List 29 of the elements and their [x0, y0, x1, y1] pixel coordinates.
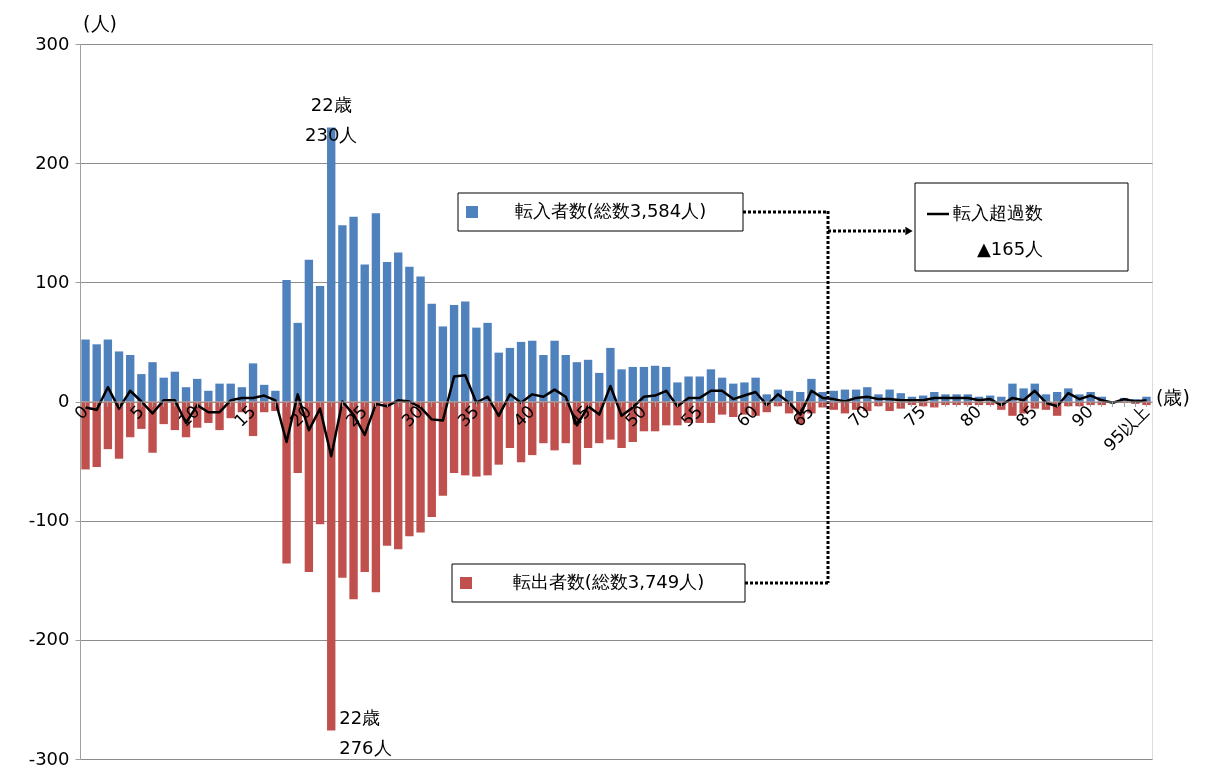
x-tick-label: 90 — [1067, 401, 1097, 431]
x-tick-label: 0 — [70, 401, 92, 424]
x-tick-label: 25 — [341, 401, 372, 431]
legend-label: 転入者数(総数3,584人) — [514, 200, 707, 221]
x-tick-label: 35 — [453, 401, 483, 431]
x-tick-label: 50 — [620, 401, 651, 431]
x-tick-label: 60 — [732, 401, 762, 431]
x-tick-label: 75 — [900, 401, 930, 431]
x-tick-label: 40 — [509, 401, 539, 431]
x-tick-label: 95以上 — [1099, 401, 1153, 455]
x-tick-label: 70 — [844, 401, 874, 431]
y-tick-label: 200 — [35, 151, 70, 173]
legend-label: 転出者数(総数3,749人) — [512, 571, 705, 592]
y-axis-title: (人) — [83, 12, 117, 34]
y-tick-label: -100 — [28, 509, 70, 531]
y-tick-label: 100 — [35, 270, 70, 292]
x-axis-title: (歳) — [1156, 385, 1190, 408]
x-tick-label: 80 — [955, 401, 986, 431]
x-tick-label: 85 — [1011, 401, 1042, 431]
legend-label: 転入超過数 — [953, 202, 1043, 223]
annotation: ▲165人 — [977, 238, 1044, 259]
annotation: 22歳 276人 — [339, 707, 392, 759]
y-tick-label: -300 — [28, 747, 70, 769]
x-tick-label: 15 — [229, 401, 260, 431]
x-tick-label: 30 — [397, 401, 427, 431]
y-tick-label: 300 — [35, 32, 70, 54]
y-tick-label: -200 — [28, 628, 70, 650]
x-tick-label: 55 — [676, 401, 707, 431]
x-tick-label: 5 — [125, 401, 148, 424]
